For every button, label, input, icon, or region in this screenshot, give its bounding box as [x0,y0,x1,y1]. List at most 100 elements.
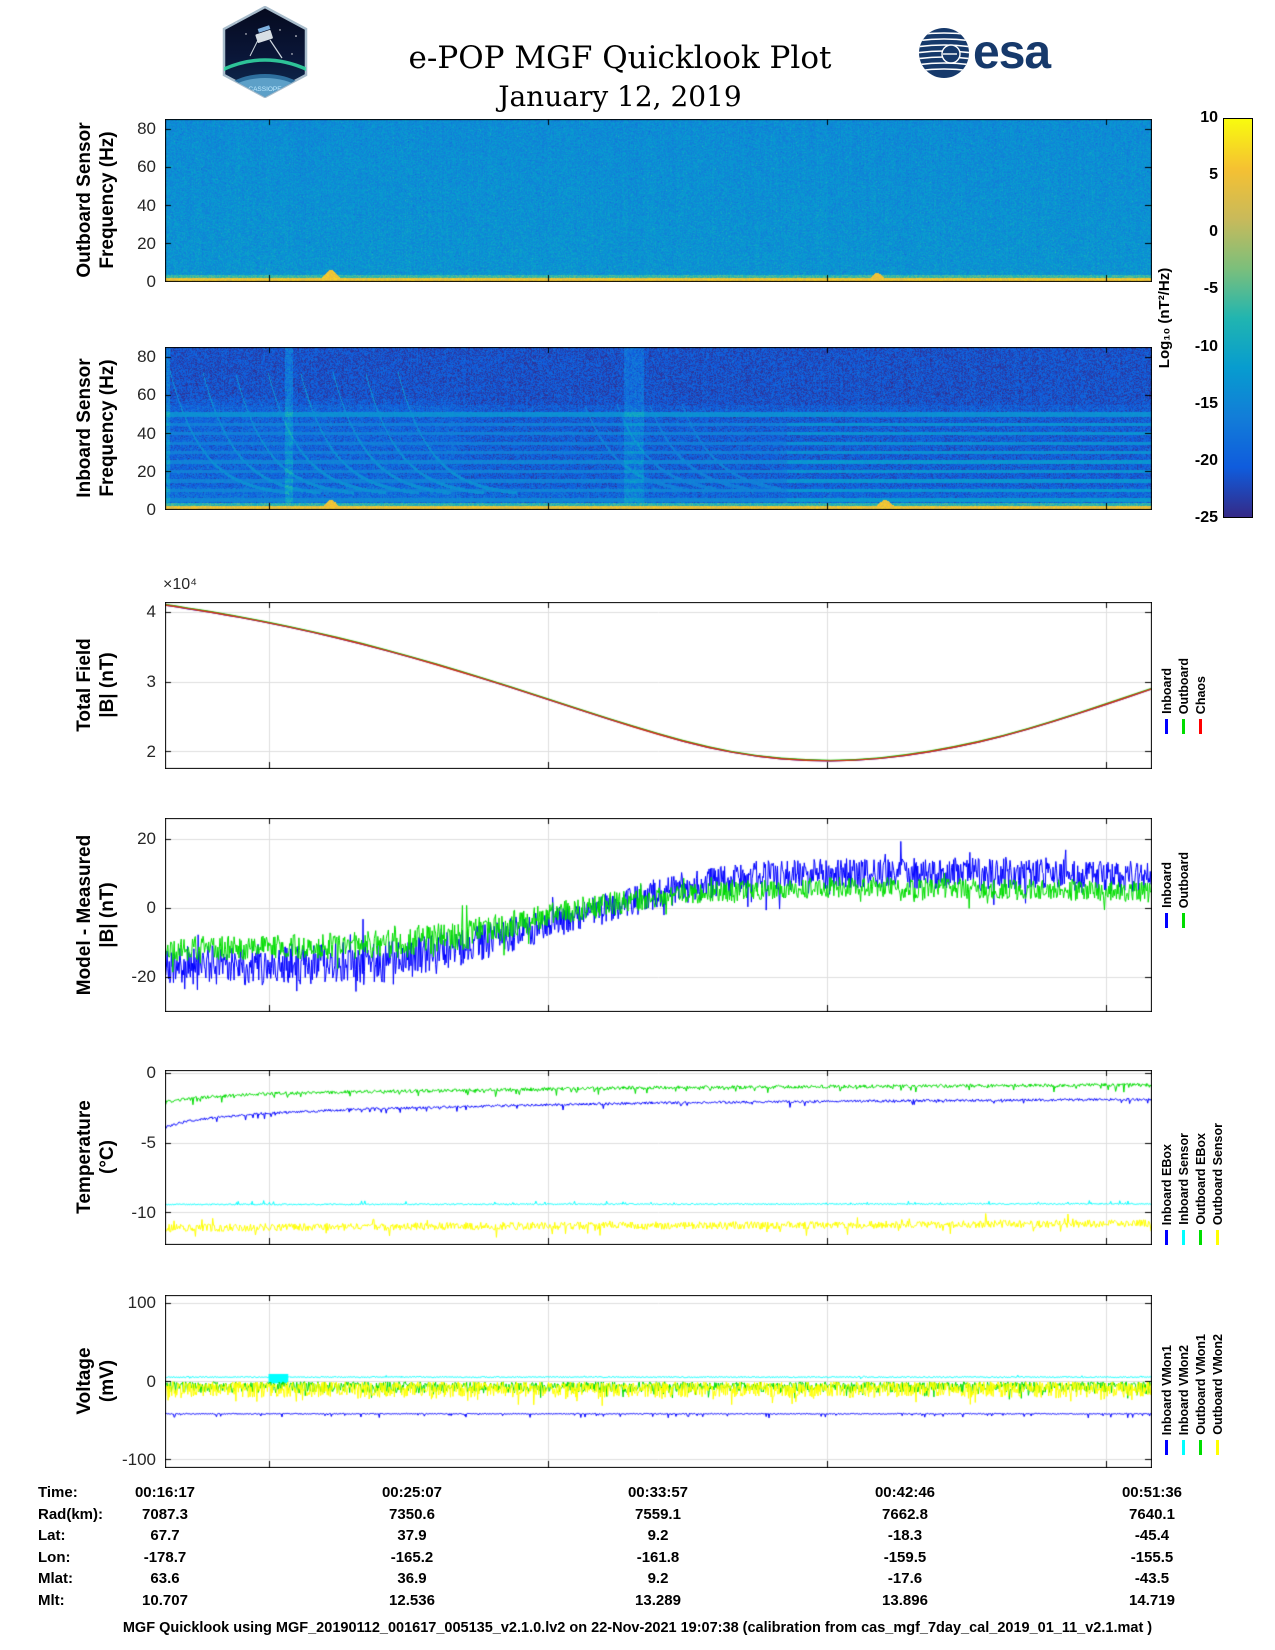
table-cell: -43.5 [1134,1570,1170,1587]
table-row-lon: Lon: -178.7 -165.2 -161.8 -159.5 -155.5 [0,1549,1275,1571]
colorbar [1223,118,1253,518]
legend-swatch [1216,1440,1219,1455]
table-cell: -165.2 [390,1549,434,1566]
table-row-label: Lat: [38,1527,66,1544]
legend-swatch [1199,1440,1202,1455]
table-cell: -155.5 [1130,1549,1174,1566]
legend-swatch [1165,1230,1168,1245]
outboard-spectrogram-canvas [165,119,1152,282]
legend-swatch [1182,1440,1185,1455]
voltage-canvas [165,1295,1152,1468]
legend-label: Inboard VMon1 [1159,1344,1174,1435]
legend-swatch [1165,1440,1168,1455]
table-cell: 10.707 [142,1592,188,1609]
y-tick-label: 3 [146,672,156,691]
legend-model-measured: Inboard Outboard [1158,830,1192,928]
y-tick-label: 0 [146,272,156,291]
table-row-label: Mlt: [38,1592,65,1609]
table-cell: 12.536 [389,1592,435,1609]
table-cell: 14.719 [1129,1592,1175,1609]
table-cell: 9.2 [647,1570,669,1587]
y-tick-label: 0 [146,1371,156,1391]
table-row-label: Mlat: [38,1570,73,1587]
colorbar-tick-label: 0 [1209,223,1218,241]
table-cell: -159.5 [883,1549,927,1566]
esa-logo: esa [918,26,1051,79]
colorbar-tick-label: -10 [1194,337,1218,355]
legend-label: Outboard Sensor [1210,1122,1225,1225]
inboard-spectrogram-canvas [165,347,1152,510]
legend-label: Inboard Sensor [1176,1133,1191,1225]
legend-label: Inboard [1159,668,1174,714]
temperature-canvas [165,1070,1152,1245]
legend-swatch [1182,719,1185,734]
legend-voltage: Inboard VMon1 Inboard VMon2 Outboard VMon1… [1158,1319,1226,1455]
legend-label: Outboard [1176,851,1191,908]
table-cell: 00:16:17 [134,1484,196,1501]
table-cell: 7662.8 [882,1506,928,1523]
y-tick-label: 80 [137,119,156,139]
table-row-label: Rad(km): [38,1506,104,1523]
model-measured-canvas [165,818,1152,1012]
legend-label: Inboard VMon2 [1176,1344,1191,1435]
y-tick-label: -20 [131,967,156,987]
table-cell: 7350.6 [389,1506,435,1523]
y-tick-label: 40 [137,195,156,215]
colorbar-tick-label: -20 [1194,451,1218,469]
y-tick-label: 80 [137,347,156,367]
table-row-mlt: Mlt: 10.707 12.536 13.289 13.896 14.719 [0,1592,1275,1614]
y-tick-label: 0 [146,898,156,918]
y-tick-label: 4 [146,602,156,621]
table-cell: 63.6 [150,1570,180,1587]
table-cell: -18.3 [887,1527,923,1544]
table-cell: -161.8 [636,1549,680,1566]
y-tick-label: -100 [121,1450,156,1470]
table-cell: 13.289 [635,1592,681,1609]
legend-temperature: Inboard EBox Inboard Sensor Outboard EBox O… [1158,1103,1226,1245]
table-cell: 00:51:36 [1121,1484,1183,1501]
legend-swatch [1199,1230,1202,1245]
cassiope-label: CASSIOPE [248,86,282,93]
legend-swatch [1165,913,1168,928]
colorbar-tick-label: 5 [1209,166,1218,184]
table-row-lat: Lat: 67.7 37.9 9.2 -18.3 -45.4 [0,1527,1275,1549]
colorbar-tick-label: -5 [1203,280,1218,298]
legend-label: Inboard EBox [1159,1143,1174,1225]
y-tick-label: 60 [137,385,156,405]
legend-swatch [1182,913,1185,928]
legend-swatch [1182,1230,1185,1245]
table-row-mlat: Mlat: 63.6 36.9 9.2 -17.6 -43.5 [0,1570,1275,1592]
y-tick-label: 2 [146,741,156,761]
table-cell: -178.7 [143,1549,187,1566]
y-tick-label: 20 [137,233,156,253]
table-cell: 67.7 [150,1527,180,1544]
y-tick-label: 60 [137,157,156,177]
total-field-canvas [165,602,1152,769]
table-cell: 00:25:07 [381,1484,443,1501]
colorbar-tick-label: 10 [1200,109,1218,126]
table-row-time: Time: 00:16:17 00:25:07 00:33:57 00:42:4… [0,1484,1275,1506]
legend-label: Outboard EBox [1193,1133,1208,1225]
colorbar-label: Log₁₀ (nT²/Hz) [1156,267,1173,369]
legend-label: Chaos [1193,675,1208,714]
legend-label: Outboard [1176,657,1191,714]
table-row-rad: Rad(km): 7087.3 7350.6 7559.1 7662.8 764… [0,1506,1275,1528]
table-cell: -17.6 [887,1570,923,1587]
cassiope-mission-patch: CASSIOPE [222,5,308,103]
y-tick-label: -10 [131,1202,156,1222]
table-cell: -45.4 [1134,1527,1170,1544]
table-cell: 13.896 [882,1592,928,1609]
y-tick-label: 40 [137,423,156,443]
esa-wordmark: esa [973,26,1051,79]
legend-swatch [1165,719,1168,734]
footer-text: MGF Quicklook using MGF_20190112_001617_… [122,1620,1153,1636]
y-tick-label: 0 [146,500,156,519]
page-subtitle: January 12, 2019 [498,80,742,113]
legend-label: Outboard VMon1 [1193,1334,1208,1435]
legend-label: Outboard VMon2 [1210,1334,1225,1435]
legend-swatch [1199,719,1202,734]
y-tick-label: -5 [140,1132,156,1152]
y-tick-label: 100 [127,1292,156,1312]
table-cell: 7559.1 [635,1506,681,1523]
esa-globe-icon [919,28,969,78]
